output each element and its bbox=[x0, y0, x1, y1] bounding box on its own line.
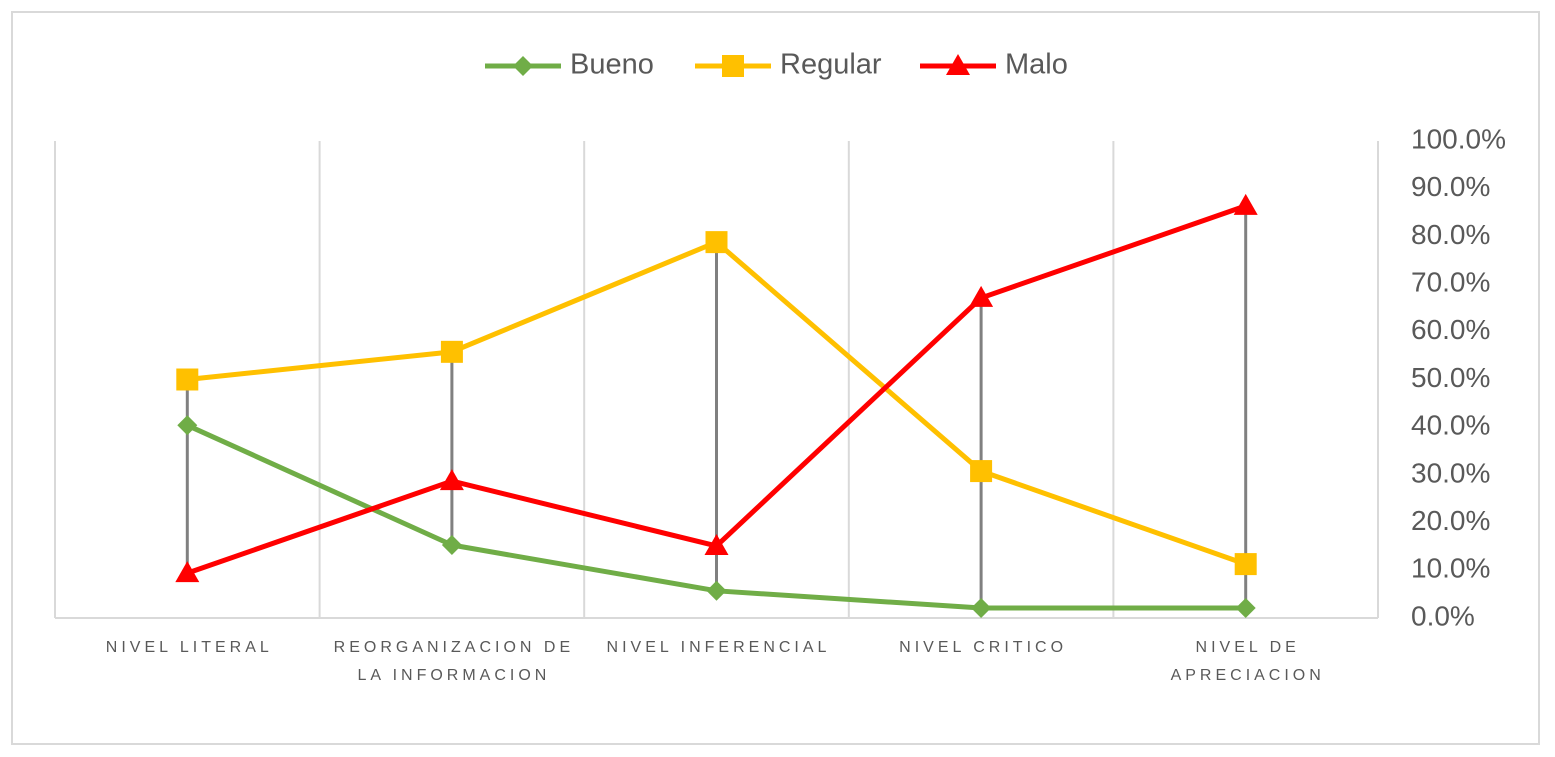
legend-label: Malo bbox=[1005, 49, 1068, 81]
marker bbox=[1235, 597, 1256, 618]
y-tick-label: 20.0% bbox=[1411, 505, 1490, 536]
marker bbox=[439, 469, 464, 491]
marker bbox=[722, 55, 744, 77]
y-tick-label: 70.0% bbox=[1411, 266, 1490, 297]
x-tick-label: NIVEL DE APRECIACION bbox=[1170, 639, 1325, 684]
y-tick-label: 0.0% bbox=[1411, 600, 1475, 631]
y-tick-label: 90.0% bbox=[1411, 171, 1490, 202]
legend-label: Bueno bbox=[570, 49, 654, 81]
y-tick-label: 80.0% bbox=[1411, 219, 1490, 250]
y-tick-label: 60.0% bbox=[1411, 314, 1490, 345]
marker bbox=[1233, 193, 1258, 215]
x-tick-label: NIVEL LITERAL bbox=[105, 639, 273, 656]
y-tick-label: 100.0% bbox=[1411, 123, 1506, 154]
y-tick-label: 30.0% bbox=[1411, 457, 1490, 488]
marker bbox=[440, 340, 463, 363]
marker bbox=[705, 231, 728, 254]
x-tick-label: NIVEL INFERENCIAL bbox=[606, 639, 831, 656]
y-tick-label: 50.0% bbox=[1411, 362, 1490, 393]
marker bbox=[513, 56, 533, 76]
x-tick-label: REORGANIZACION DE LA INFORMACION bbox=[333, 639, 575, 684]
marker bbox=[1234, 553, 1257, 576]
marker bbox=[969, 285, 994, 307]
marker bbox=[706, 580, 727, 601]
legend-label: Regular bbox=[780, 49, 882, 81]
marker bbox=[175, 561, 200, 583]
marker bbox=[971, 597, 992, 618]
marker bbox=[704, 533, 729, 555]
marker bbox=[176, 368, 199, 391]
y-tick-label: 40.0% bbox=[1411, 410, 1490, 441]
x-tick-label: NIVEL CRITICO bbox=[899, 639, 1068, 656]
chart-border bbox=[11, 11, 1540, 745]
y-tick-label: 10.0% bbox=[1411, 553, 1490, 584]
marker bbox=[441, 535, 462, 556]
marker bbox=[946, 54, 970, 75]
marker bbox=[970, 460, 993, 483]
marker bbox=[177, 415, 198, 436]
